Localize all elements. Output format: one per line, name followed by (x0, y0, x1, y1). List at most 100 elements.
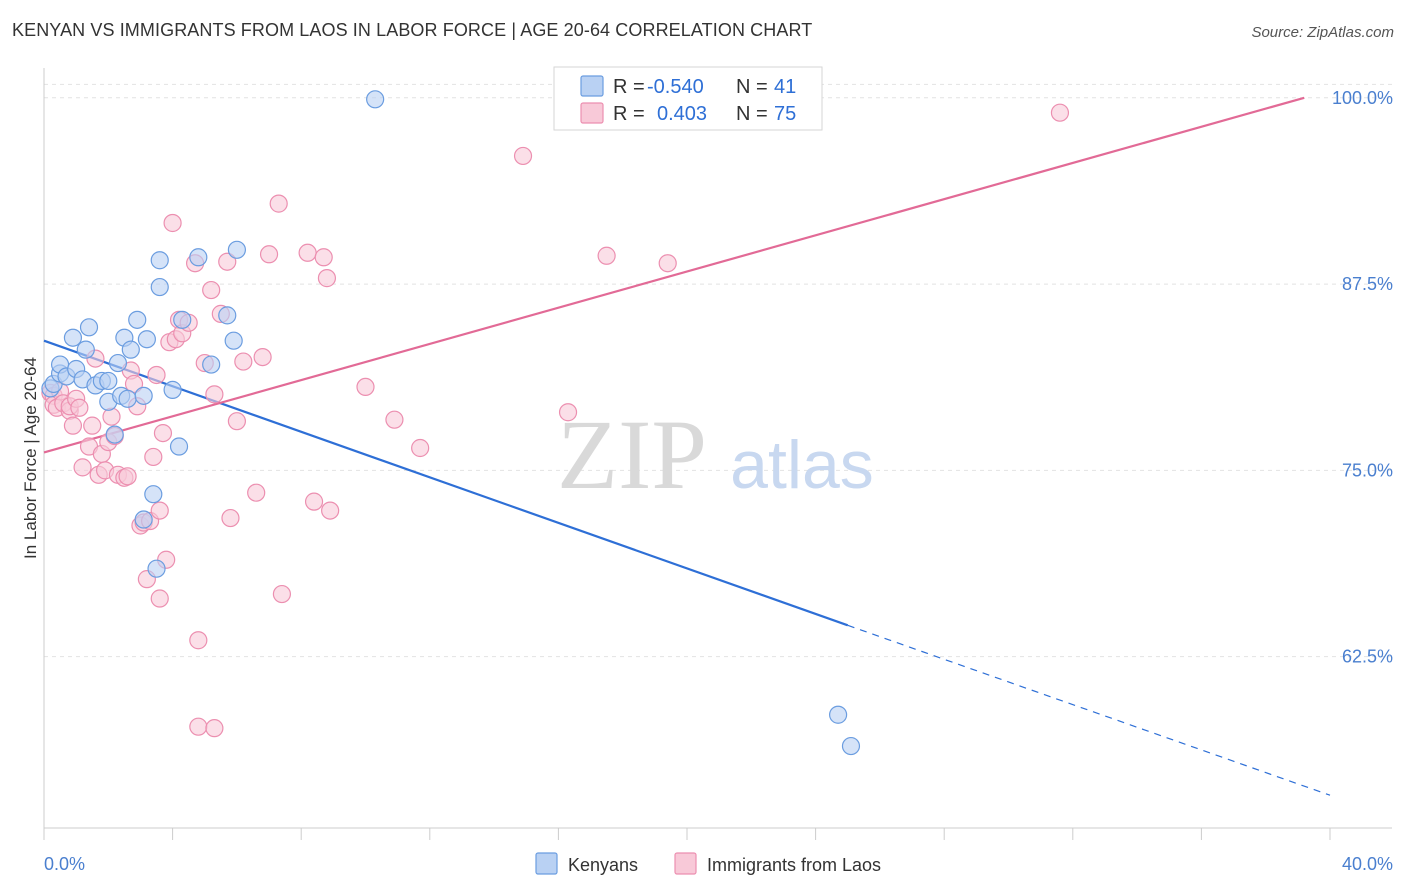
y-tick-label: 62.5% (1342, 647, 1393, 667)
kenyans-point (227, 240, 246, 259)
watermark-zip: ZIP (557, 399, 707, 510)
kenyans-point (224, 331, 243, 350)
laos-point (227, 412, 246, 431)
kenyans-point (76, 340, 95, 359)
kenyans-point (150, 277, 169, 297)
kenyans-point (202, 355, 221, 374)
kenyans-trend-extension (847, 624, 1331, 796)
laos-point (221, 508, 240, 528)
legend-n-value-laos: 75 (774, 103, 796, 125)
kenyans-point (829, 705, 848, 724)
y-axis-title: In Labor Force | Age 20-64 (21, 357, 40, 559)
series-legend: Kenyans Immigrants from Laos (535, 852, 881, 875)
kenyans-point (99, 371, 118, 391)
laos-point (253, 347, 272, 367)
kenyans-point (218, 306, 237, 325)
laos-point (205, 719, 224, 738)
kenyans-point (128, 310, 147, 329)
kenyans-point (118, 389, 137, 408)
series-legend-label-laos: Immigrants from Laos (707, 855, 881, 875)
source-credit: Source: ZipAtlas.com (1251, 24, 1394, 41)
laos-point (314, 248, 333, 267)
legend-n-label-laos: N = (736, 103, 768, 125)
kenyans-point (841, 736, 861, 756)
laos-point (147, 365, 166, 385)
laos-point (202, 280, 221, 300)
y-tick-label: 87.5% (1342, 274, 1393, 294)
kenyans-point (144, 485, 163, 504)
kenyans-point (189, 248, 208, 267)
laos-point (150, 501, 169, 520)
kenyans-point (366, 90, 385, 109)
laos-point (411, 438, 430, 458)
kenyans-point (121, 340, 140, 359)
legend-r-value-laos: 0.403 (657, 103, 707, 125)
legend-r-label-kenyans: R = (613, 76, 645, 98)
laos-point (317, 269, 337, 288)
laos-point (356, 377, 375, 397)
legend-n-value-kenyans: 41 (774, 76, 796, 98)
series-legend-swatch-laos (674, 852, 697, 875)
kenyans-point (105, 425, 124, 444)
watermark-atlas: atlas (730, 427, 874, 503)
kenyans-point (63, 328, 83, 347)
kenyans-point (134, 510, 153, 529)
kenyans-trend-line (43, 339, 849, 627)
legend-r-value-kenyans: -0.540 (647, 76, 704, 98)
kenyans-point (173, 310, 192, 329)
data-points (41, 90, 1070, 756)
y-tick-label: 75.0% (1342, 460, 1393, 480)
kenyans-point (134, 386, 153, 405)
laos-point (272, 584, 292, 604)
laos-point (597, 246, 616, 265)
laos-point (269, 194, 288, 213)
laos-point (658, 254, 677, 273)
laos-point (63, 416, 83, 435)
series-legend-swatch-kenyans (535, 852, 558, 875)
grid-lines (44, 83, 1392, 658)
laos-point (83, 416, 102, 435)
legend-swatch-laos (580, 102, 604, 124)
laos-point (205, 385, 224, 404)
legend-swatch-kenyans (580, 75, 604, 97)
laos-point (218, 252, 237, 271)
laos-point (1050, 103, 1070, 122)
legend-n-label-kenyans: N = (736, 76, 768, 98)
kenyans-point (163, 380, 182, 399)
laos-point (118, 467, 137, 486)
x-tick-label: 40.0% (1342, 854, 1393, 874)
laos-point (247, 483, 266, 502)
laos-point (163, 213, 182, 233)
kenyans-point (79, 318, 99, 337)
kenyans-point (137, 330, 156, 349)
laos-point (102, 407, 121, 426)
laos-point (70, 398, 89, 417)
kenyans-point (108, 353, 128, 373)
legend-r-label-laos: R = (613, 103, 645, 125)
laos-trend-line (43, 96, 1305, 454)
laos-point (150, 589, 169, 608)
watermark: ZIP atlas (557, 399, 874, 510)
y-tick-label: 100.0% (1332, 88, 1393, 108)
laos-point (189, 631, 208, 650)
laos-point (73, 458, 92, 477)
kenyans-point (150, 251, 169, 270)
x-tick-label: 0.0% (44, 854, 85, 874)
laos-point (153, 423, 173, 443)
chart-title: KENYAN VS IMMIGRANTS FROM LAOS IN LABOR … (12, 20, 813, 40)
laos-point (298, 243, 317, 262)
laos-point (144, 447, 163, 467)
y-tick-labels: 100.0% 87.5% 75.0% 62.5% (1332, 88, 1393, 667)
laos-point (558, 403, 578, 422)
laos-point (321, 501, 340, 520)
laos-point (234, 352, 253, 371)
kenyans-point (147, 559, 166, 578)
axes (43, 68, 1392, 840)
series-legend-label-kenyans: Kenyans (568, 855, 638, 875)
laos-point (259, 245, 279, 264)
laos-point (513, 146, 533, 166)
laos-point (304, 492, 324, 511)
stats-legend: R = -0.540 N = 41 R = 0.403 N = 75 (553, 66, 823, 131)
kenyans-point (169, 437, 189, 456)
